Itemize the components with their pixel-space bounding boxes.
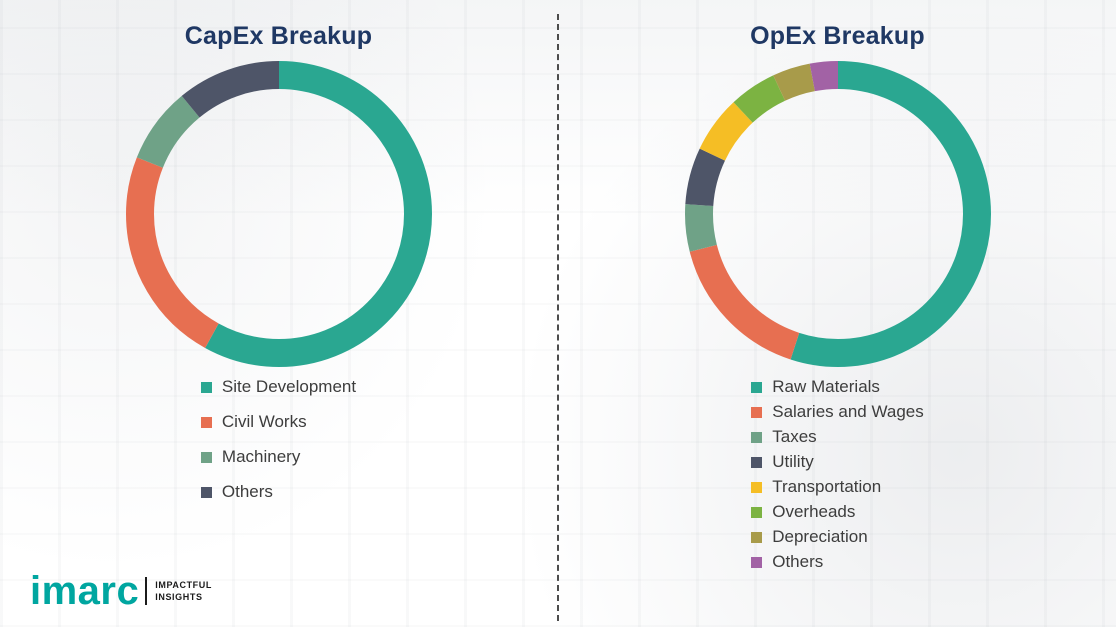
legend-label: Machinery	[221, 447, 301, 466]
legend-swatch	[751, 556, 763, 568]
legend-swatch	[751, 481, 763, 493]
legend-label: Civil Works	[221, 412, 307, 431]
legend-swatch	[200, 486, 212, 498]
legend-item: Machinery	[200, 447, 356, 467]
legend-label: Taxes	[772, 427, 817, 446]
imarc-logo-tagline: IMPACTFUL INSIGHTS	[155, 579, 212, 603]
legend-label: Overheads	[772, 502, 856, 521]
capex-section: CapEx Breakup Site Development Civil Work…	[0, 0, 557, 627]
legend-item: Taxes	[751, 427, 924, 447]
legend-label: Salaries and Wages	[772, 402, 924, 421]
legend-swatch	[200, 416, 212, 428]
legend-label: Depreciation	[772, 527, 868, 546]
legend-swatch	[751, 431, 763, 443]
opex-title: OpEx Breakup	[750, 22, 925, 50]
legend-swatch	[751, 406, 763, 418]
imarc-tagline-line1: IMPACTFUL	[155, 579, 212, 590]
donut-segment-taxes	[684, 61, 991, 367]
legend-item: Salaries and Wages	[751, 402, 924, 422]
imarc-logo-separator	[145, 577, 148, 605]
legend-item: Transportation	[751, 477, 924, 497]
legend-swatch	[751, 456, 763, 468]
divider-dashed-line	[557, 14, 559, 621]
donut-segment-others	[684, 61, 991, 367]
opex-legend: Raw Materials Salaries and Wages Taxes Util…	[751, 377, 924, 577]
imarc-logo-wordmark: imarc	[30, 569, 140, 613]
legend-item: Utility	[751, 452, 924, 472]
legend-item: Civil Works	[200, 412, 356, 432]
imarc-logo: imarc IMPACTFUL INSIGHTS	[30, 571, 212, 611]
legend-item: Raw Materials	[751, 377, 924, 397]
legend-swatch	[751, 381, 763, 393]
capex-title: CapEx Breakup	[184, 22, 373, 50]
opex-section: OpEx Breakup Raw Materials Salaries and W…	[559, 0, 1116, 627]
legend-item: Overheads	[751, 502, 924, 522]
legend-label: Site Development	[221, 377, 357, 396]
legend-label: Utility	[772, 452, 814, 471]
capex-legend: Site Development Civil Works Machinery Othe…	[200, 377, 357, 517]
legend-item: Depreciation	[751, 527, 924, 547]
imarc-tagline-line2: INSIGHTS	[155, 592, 203, 602]
legend-swatch	[751, 506, 763, 518]
legend-swatch	[200, 381, 212, 393]
legend-item: Site Development	[200, 377, 357, 397]
donut-segment-others	[125, 61, 432, 367]
legend-label: Others	[772, 552, 824, 571]
legend-swatch	[200, 451, 212, 463]
legend-label: Raw Materials	[772, 377, 880, 396]
legend-item: Others	[200, 482, 356, 502]
legend-item: Others	[751, 552, 924, 572]
legend-label: Transportation	[772, 477, 882, 496]
donut-segment-civil-works	[125, 61, 432, 367]
legend-swatch	[751, 531, 763, 543]
legend-label: Others	[221, 482, 273, 501]
capex-donut-chart	[125, 61, 432, 367]
opex-donut-chart	[684, 61, 991, 367]
